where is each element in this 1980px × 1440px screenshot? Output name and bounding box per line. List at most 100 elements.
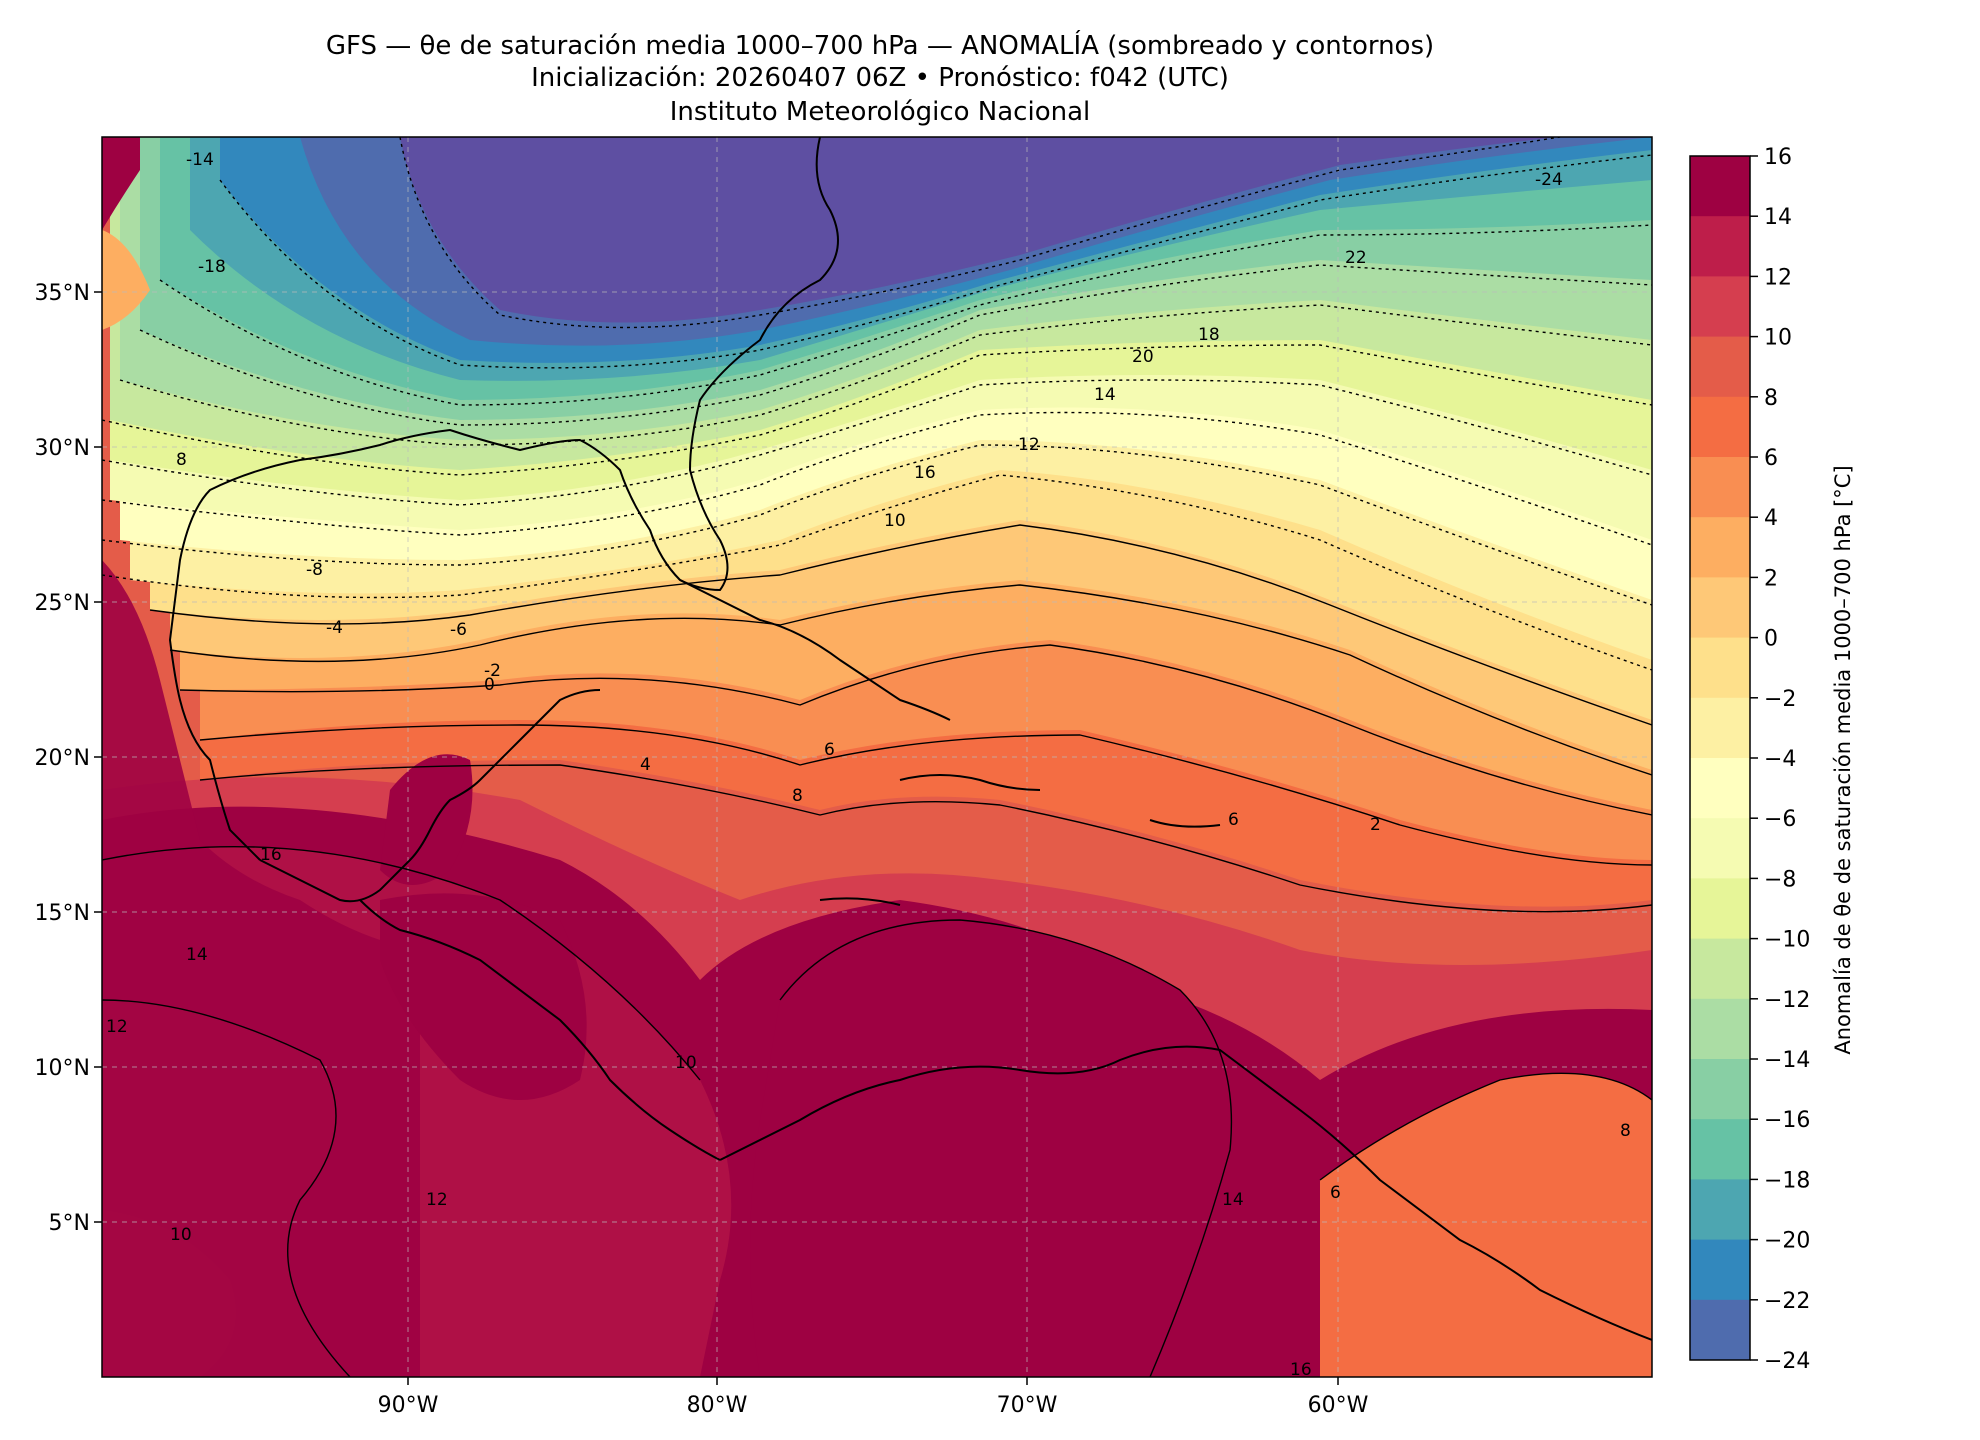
contour-negative [139,264,1652,426]
contour-negative [102,379,1652,506]
contour-label: 6 [1228,810,1239,830]
coastline-cuba [679,579,951,721]
contour-negative [102,474,1652,671]
colorbar-tick-label: 12 [1764,265,1792,290]
contour-negative [159,224,1652,406]
title-line-1: GFS — θe de saturación media 1000–700 hP… [325,31,1435,61]
colorbar-tick-label: 0 [1764,627,1778,652]
field-blob [102,230,150,330]
colorbar-tick-label: 8 [1764,386,1778,411]
lat-tick-label: 35°N [35,281,90,306]
colorbar-swatch [1690,156,1750,217]
contour-negative [102,344,1652,476]
contour-positive [102,845,701,1081]
colorbar-swatch [1690,1059,1750,1120]
map-field [102,137,1652,1377]
contour-label: 14 [186,945,208,965]
colorbar-tick-label: −4 [1764,747,1796,772]
colorbar-swatch [1690,216,1750,277]
colorbar-swatch [1690,1179,1750,1241]
contour-label: 10 [170,1225,192,1245]
colorbar-swatch [1690,1119,1750,1180]
coastline-south-america [719,1045,1652,1341]
contour-label: 4 [640,755,651,775]
contour-label: 16 [914,463,936,483]
field-blob [1320,1073,1652,1377]
contour-positive [169,584,1652,776]
colorbar-label: Anomalía de θe de saturación media 1000–… [1831,465,1855,1054]
colorbar-tick-label: 14 [1764,205,1792,230]
field-blob [102,137,140,230]
colorbar-swatch [1690,1239,1750,1301]
contour-label: -14 [186,150,214,170]
colorbar-swatch [1690,758,1750,819]
lat-tick-label: 25°N [35,591,90,616]
colorbar-tick-label: 6 [1764,446,1778,471]
colorbar-swatch [1690,697,1750,759]
field-blob [102,560,420,1377]
colorbar-tick-label: −24 [1764,1349,1810,1374]
lon-axis: 90°W 80°W 70°W 60°W [378,1377,1369,1418]
title-line-2: Inicialización: 20260407 06Z • Pronóstic… [531,63,1229,93]
colorbar-tick-label: −8 [1764,867,1796,892]
lat-tick-label: 5°N [49,1211,90,1236]
colorbar-tick-label: −20 [1764,1229,1810,1254]
field-blob [380,754,473,885]
colorbar-tick-label: 10 [1764,326,1792,351]
lon-tick-label: 80°W [687,1393,748,1418]
field-band [400,137,1560,323]
contour-label: 8 [792,786,803,806]
colorbar-tick-label: −6 [1764,807,1796,832]
coastline-hispaniola [899,774,1041,791]
contour-label: -2 [484,661,501,681]
contour-label: 8 [1620,1121,1631,1141]
contour-positive [779,919,1233,1377]
coastline-jamaica [819,897,901,906]
coastline-central-america [359,899,721,1161]
contour-label: 18 [1198,325,1220,345]
coastline-puerto-rico [1149,819,1221,828]
colorbar-swatch [1690,998,1750,1060]
colorbar-tick-label: −2 [1764,687,1796,712]
contour-labels: -24 22 20 18 14 12 16 10 -8 -6 -4 -2 0 4… [106,150,1631,1380]
contour-label: 0 [484,675,495,695]
colorbar-swatch [1690,938,1750,1000]
contours [102,137,1652,1377]
colorbar-swatch [1690,1299,1750,1361]
colorbar-tick-label: −10 [1764,928,1810,953]
colorbar-tick-label: 4 [1764,506,1778,531]
colorbar-swatch [1690,276,1750,338]
contour-label: -4 [326,618,343,638]
colorbar-tick-label: −16 [1764,1108,1810,1133]
contour-label: -8 [306,560,323,580]
contour-label: 22 [1345,248,1367,268]
colorbar-swatch [1690,517,1750,578]
colorbar-tick-label: 2 [1764,566,1778,591]
contour-positive [102,999,351,1377]
colorbar-tick-label: −14 [1764,1048,1810,1073]
colorbar: 16 14 12 10 8 6 4 2 0 −2 −4 −6 −8 −10 −12 −14 −16 −18 −20 −… [1689,145,1810,1374]
lat-tick-label: 10°N [35,1056,90,1081]
contour-label: 12 [106,1017,128,1037]
contour-label: 20 [1132,347,1154,367]
contour-label: -6 [450,620,467,640]
contour-label: -18 [198,257,226,277]
contour-label: -24 [1535,170,1563,190]
contour-label: 6 [824,740,835,760]
contour-label: 12 [426,1190,448,1210]
contour-label: 8 [176,450,187,470]
lon-tick-label: 70°W [997,1393,1058,1418]
colorbar-tick-label: −18 [1764,1168,1810,1193]
lon-tick-label: 90°W [378,1393,439,1418]
colorbar-swatch [1690,336,1750,398]
colorbar-swatch [1690,577,1750,639]
coastline-yucatan [259,689,601,903]
colorbar-swatch [1690,818,1750,879]
field-blob [750,920,1232,1377]
contour-label: 10 [675,1053,697,1073]
lat-tick-label: 20°N [35,746,90,771]
map-gridlines [102,137,1652,1377]
contour-label: 10 [884,511,906,531]
